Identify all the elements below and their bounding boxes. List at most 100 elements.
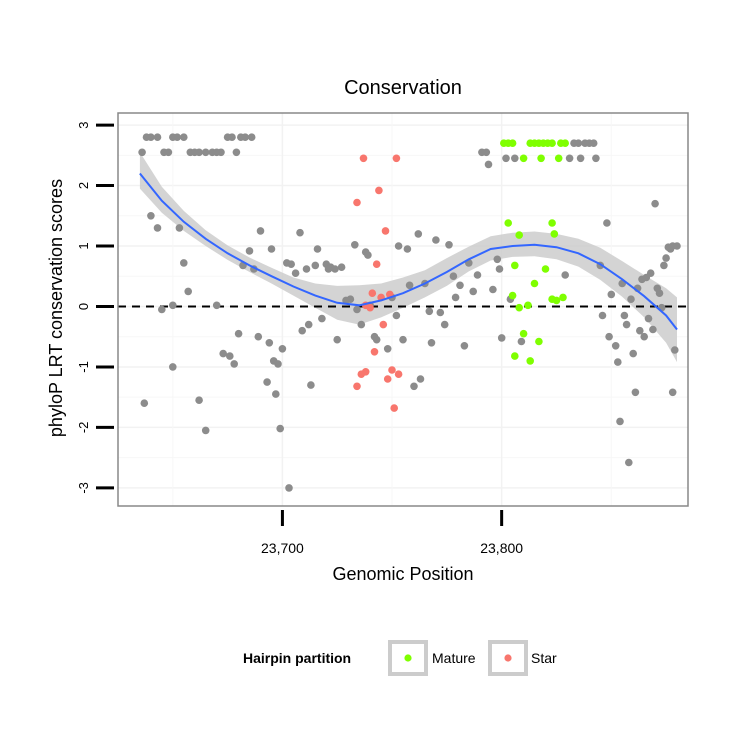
data-point-star [392,154,401,163]
data-point-mature [515,303,523,312]
data-point-other [147,212,155,220]
data-point-other [416,375,425,383]
data-point-other [427,339,436,347]
data-point-mature [561,139,569,147]
x-tick-label: 23,700 [261,540,304,556]
data-point-other [313,245,322,253]
data-point-other [493,255,502,264]
smooth-curve [139,172,678,331]
data-point-other [403,245,412,253]
y-tick-label: 2 [76,182,91,189]
data-point-other [561,271,569,279]
data-point-mature [530,279,539,288]
data-point-other [629,349,637,358]
data-point-other [291,269,300,278]
data-point-other [646,269,655,278]
data-point-other [256,227,265,235]
confidence-band-area [139,152,677,363]
data-point-mature [524,301,532,310]
data-point-star [353,382,361,391]
legend-dot-mature [404,654,412,662]
data-point-mature [548,219,556,227]
data-point-other [201,148,210,157]
data-point-mature [515,231,523,239]
data-point-other [364,251,372,259]
data-point-other [173,133,181,141]
y-tick-label: -3 [76,482,91,494]
data-point-mature [526,357,534,365]
data-point-other [445,241,453,249]
data-point-other [228,133,236,141]
plot-background [118,113,688,506]
data-point-other [482,148,491,157]
data-point-other [649,325,657,334]
data-point-other [662,254,670,262]
data-point-other [245,247,254,255]
data-point-other [274,360,282,368]
data-point-other [346,295,355,304]
data-point-other [620,311,629,320]
data-point-other [298,326,307,335]
data-point-other [655,289,664,298]
data-point-other [473,271,482,279]
data-point-other [287,260,296,269]
data-point-other [440,320,449,329]
x-tick-label: 23,800 [480,540,523,556]
data-point-star [368,289,377,298]
data-point-other [230,360,238,368]
data-point-star [394,370,403,379]
data-point-other [598,311,607,320]
data-point-other [153,224,162,232]
data-point-other [399,335,407,344]
y-tick-label: 0 [76,303,91,310]
data-point-other [574,139,583,147]
x-axis-label: Genomic Position [332,564,473,584]
data-point-mature [511,261,519,270]
data-point-other [241,133,249,141]
data-point-other [147,133,155,141]
smooth-curve-group [139,172,678,331]
data-point-mature [519,154,528,163]
data-point-other [158,305,166,314]
data-point-other [267,245,276,253]
data-point-star [370,348,379,356]
data-point-other [668,388,677,397]
data-point-other [589,139,598,147]
data-point-mature [548,139,556,147]
data-point-other [449,272,458,281]
data-point-star [381,227,390,235]
data-point-other [232,148,241,157]
data-point-other [265,339,274,347]
plot-border [117,112,689,507]
data-point-star [390,404,399,412]
data-point-mature [537,154,545,163]
data-point-other [603,219,611,227]
data-point-other [372,335,381,344]
data-point-other [456,281,464,290]
data-point-star [359,154,368,163]
data-point-other [673,242,681,250]
data-point-mature [541,265,550,273]
data-point-other [296,228,304,237]
data-point-other [212,301,221,310]
data-point-other [234,329,243,338]
legend-key-mature [388,640,428,676]
data-point-other [357,320,366,329]
data-point-other [169,301,177,310]
legend-title: Hairpin partition [243,650,351,666]
data-point-other [625,458,633,467]
data-point-other [511,154,519,163]
data-point-other [576,154,585,163]
data-points [138,133,681,492]
data-point-other [592,154,600,163]
data-point-other [226,352,234,360]
legend-dot-star [504,654,512,662]
y-tick-label: 3 [76,121,91,128]
confidence-band [139,152,677,363]
data-point-other [616,417,624,426]
data-point-other [219,349,227,358]
data-point-other [164,148,173,157]
data-point-other [169,363,177,371]
data-point-mature [554,154,563,163]
